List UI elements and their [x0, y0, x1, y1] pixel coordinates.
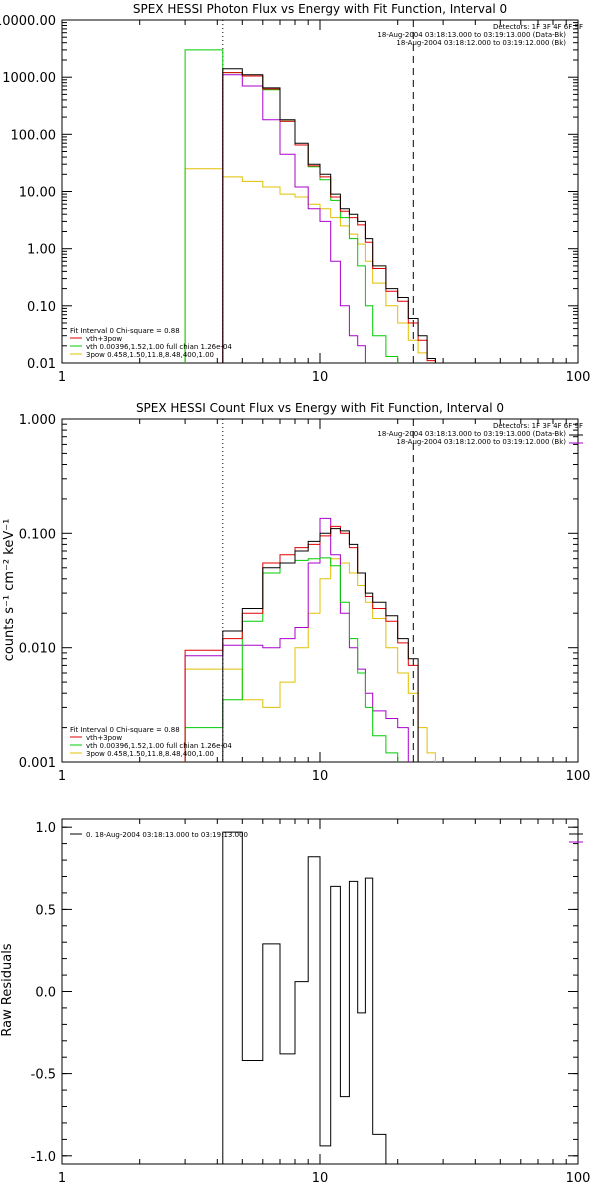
- photon-flux-panel: SPEX HESSI Photon Flux vs Energy with Fi…: [0, 2, 590, 385]
- series-total-line: [222, 831, 387, 1164]
- residuals-legend: 0. 18-Aug-2004 03:18:13.000 to 03:19:13.…: [86, 831, 248, 839]
- residuals-panel: Raw Residuals 1 10 100 -1.0 -0.5 0.0 0.5 1.0 0.…: [0, 818, 591, 1186]
- series-model-line: [222, 72, 436, 363]
- count-legend-model: vth+3pow: [86, 734, 122, 742]
- x-tick-label: 1: [58, 370, 66, 385]
- count-legend-data-interval: 18-Aug-2004 03:18:13.000 to 03:19:13.000…: [377, 430, 566, 438]
- series-vth_dim-line: [184, 517, 409, 762]
- series-vth-line: [184, 557, 399, 762]
- series-model-line: [184, 525, 419, 762]
- y-tick-label: 0.5: [35, 903, 56, 918]
- count-flux-panel: SPEX HESSI Count Flux vs Energy with Fit…: [2, 401, 590, 784]
- residuals-y-axis-label: Raw Residuals: [0, 943, 15, 1036]
- y-tick-label: 0.010: [19, 642, 56, 657]
- count-legend-vth: vth 0.00396,1.52,1.00 full chian 1.26e-0…: [86, 742, 232, 750]
- count-flux-y-axis-label: counts s⁻¹ cm⁻² keV⁻¹: [2, 519, 17, 662]
- series-powerlaw-line: [184, 168, 436, 363]
- y-tick-label: 0.10: [27, 300, 56, 315]
- plot-frame: [61, 19, 579, 364]
- x-tick-label: 1: [58, 769, 66, 784]
- y-tick-label: 1.000: [19, 413, 56, 428]
- y-tick-label: 0.001: [19, 756, 56, 771]
- y-tick-label: 1.0: [35, 821, 56, 836]
- x-tick-label: 100: [566, 370, 591, 385]
- x-tick-label: 10: [312, 1171, 329, 1186]
- y-tick-label: 0.100: [19, 527, 56, 542]
- y-tick-label: 0.0: [35, 986, 56, 1001]
- count-legend-fit-interval: Fit Interval 0 Chi-square = 0.88: [70, 726, 180, 734]
- photon-flux-plot: 1 10 100 0.01 0.10 1.00 10.00 100.00 1000.00 1000…: [0, 14, 590, 385]
- photon-legend-data-interval: 18-Aug-2004 03:18:13.000 to 03:19:13.000…: [377, 31, 566, 39]
- x-tick-label: 10: [312, 370, 329, 385]
- series-powerlaw-line: [184, 558, 436, 762]
- x-tick-label: 1: [58, 1171, 66, 1186]
- y-tick-label: 100.00: [11, 128, 57, 143]
- count-legend-detectors: Detectors: 1F 3F 4F 6F 9F: [493, 422, 583, 430]
- count-legend-bk-interval: 18-Aug-2004 03:18:12.000 to 03:19:12.000…: [396, 438, 566, 446]
- y-tick-label: 1000.00: [2, 71, 56, 86]
- count-legend-3pow: 3pow 0.458,1.50,11.8,8.48,400,1.00: [86, 750, 214, 758]
- photon-legend-vth: vth 0.00396,1.52,1.00 full chian 1.26e-0…: [86, 343, 232, 351]
- photon-flux-title: SPEX HESSI Photon Flux vs Energy with Fi…: [133, 2, 507, 16]
- photon-legend-fit-interval: Fit Interval 0 Chi-square = 0.88: [70, 327, 180, 335]
- residuals-plot: 1 10 100 -1.0 -0.5 0.0 0.5 1.0: [31, 818, 591, 1186]
- photon-legend-model: vth+3pow: [86, 335, 122, 343]
- y-tick-label: 0.01: [27, 357, 56, 372]
- photon-legend-bk-interval: 18-Aug-2004 03:18:12.000 to 03:19:12.000…: [396, 39, 566, 47]
- series-total-line: [222, 68, 436, 363]
- y-tick-label: 10000.00: [0, 14, 56, 29]
- series-vth-line: [184, 49, 399, 363]
- series-total-line: [222, 528, 419, 762]
- y-tick-label: -1.0: [31, 1150, 56, 1165]
- photon-legend-3pow: 3pow 0.458,1.50,11.8,8.48,400,1.00: [86, 351, 214, 359]
- y-tick-label: 1.00: [27, 243, 56, 258]
- x-tick-label: 100: [566, 1171, 591, 1186]
- series-vth_dim-line: [222, 74, 366, 363]
- count-flux-plot: 1 10 100 0.001 0.010 0.100 1.000: [19, 413, 591, 784]
- x-tick-label: 100: [566, 769, 591, 784]
- y-tick-label: -0.5: [31, 1068, 56, 1083]
- y-tick-label: 10.00: [19, 186, 56, 201]
- x-tick-label: 10: [312, 769, 329, 784]
- count-flux-title: SPEX HESSI Count Flux vs Energy with Fit…: [136, 401, 504, 415]
- photon-legend-detectors: Detectors: 1F 3F 4F 6F 9F: [493, 23, 583, 31]
